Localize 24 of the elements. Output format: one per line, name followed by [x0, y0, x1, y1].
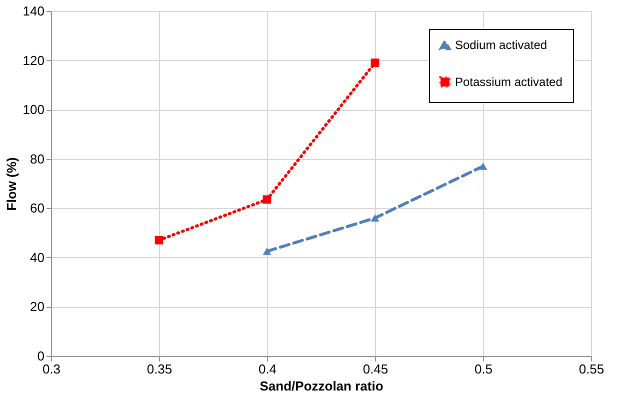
point	[262, 195, 272, 204]
x-tick-label: 0.35	[146, 362, 172, 376]
point	[262, 248, 272, 255]
x-tick-label: 0.55	[578, 362, 604, 376]
y-tick-label: 20	[30, 299, 44, 314]
y-tick-label: 40	[30, 250, 44, 265]
x-tick-label: 0.5	[474, 362, 493, 376]
point	[370, 214, 380, 222]
legend-label: Sodium activated	[455, 38, 548, 52]
point	[154, 236, 164, 244]
x-tick-label: 0.45	[362, 362, 388, 376]
y-tick-label: 100	[22, 102, 44, 118]
y-tick-label: 80	[30, 151, 44, 166]
y-tick-label: 140	[22, 4, 44, 18]
y-axis-title: Flow (%)	[4, 157, 19, 211]
y-tick-label: 120	[22, 52, 44, 68]
legend-label: Potassium activated	[455, 75, 562, 89]
x-tick-label: 0.4	[258, 362, 277, 376]
x-tick-label: 0.3	[42, 362, 61, 376]
y-tick-label: 0	[37, 348, 44, 364]
point	[370, 58, 380, 67]
point	[478, 162, 488, 170]
y-tick-label: 60	[30, 200, 44, 216]
x-axis-title: Sand/Pozzolan ratio	[260, 378, 384, 394]
